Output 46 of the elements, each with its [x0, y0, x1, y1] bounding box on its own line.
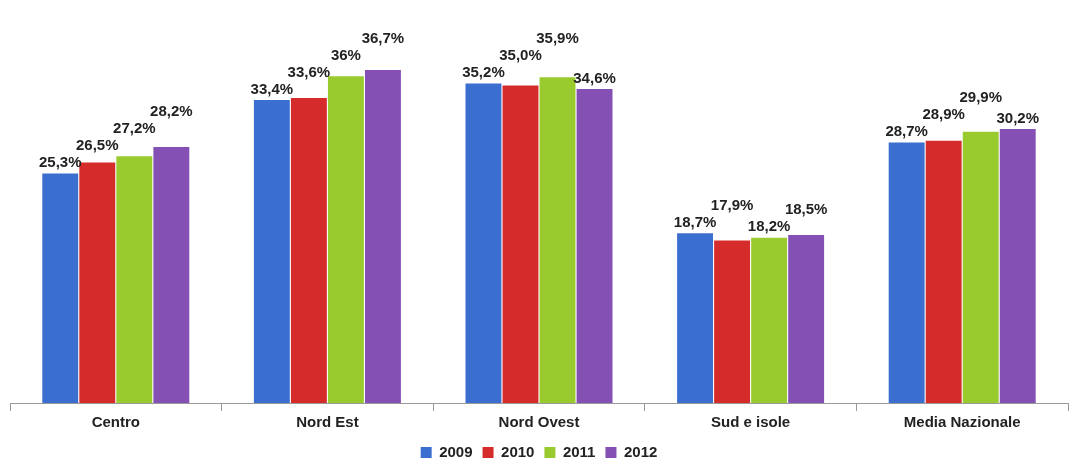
- x-tick-label: Centro: [91, 413, 140, 431]
- data-label: 28,7%: [885, 122, 928, 140]
- data-label: 34,6%: [573, 68, 616, 86]
- bar: [153, 147, 190, 403]
- x-tick-label: Media Nazionale: [903, 413, 1021, 431]
- bar: [364, 69, 401, 403]
- data-label: 29,9%: [959, 88, 1002, 106]
- legend-label: 2010: [501, 442, 535, 460]
- legend-label: 2009: [439, 442, 473, 460]
- x-tick-label: Nord Ovest: [498, 413, 580, 431]
- legend-label: 2011: [562, 442, 596, 460]
- data-label: 33,6%: [287, 62, 331, 80]
- data-label: 35,2%: [462, 63, 505, 81]
- bar: [925, 140, 962, 403]
- x-tick-label: Nord Est: [296, 413, 359, 431]
- bar: [999, 128, 1036, 403]
- data-label: 28,2%: [150, 102, 193, 120]
- data-label: 26,5%: [76, 136, 119, 154]
- data-label: 27,2%: [113, 119, 156, 137]
- bar: [290, 98, 327, 403]
- bar: [714, 240, 751, 403]
- data-label: 17,9%: [710, 195, 754, 213]
- legend-label: 2012: [623, 442, 658, 460]
- bar: [465, 83, 502, 403]
- data-label: 36,7%: [361, 28, 405, 46]
- data-label: 25,3%: [38, 153, 82, 171]
- bar: [502, 85, 539, 403]
- bar: [253, 99, 290, 403]
- bar: [576, 89, 613, 403]
- bar: [42, 173, 79, 403]
- bar: [751, 237, 788, 403]
- bar: [962, 131, 999, 403]
- data-label: 30,2%: [996, 108, 1040, 126]
- data-label: 28,9%: [922, 105, 965, 123]
- bar: [116, 156, 153, 403]
- data-label: 35,9%: [536, 29, 579, 47]
- data-label: 33,4%: [250, 79, 294, 97]
- data-label: 35,0%: [499, 46, 542, 64]
- data-label: 36%: [330, 45, 361, 63]
- data-label: 18,7%: [673, 212, 717, 230]
- bar: [788, 235, 825, 403]
- data-label: 18,5%: [784, 200, 828, 218]
- bar: [888, 142, 925, 403]
- x-tick-label: Sud e isole: [711, 413, 791, 431]
- data-label: 18,2%: [747, 217, 791, 235]
- bar: [677, 233, 714, 403]
